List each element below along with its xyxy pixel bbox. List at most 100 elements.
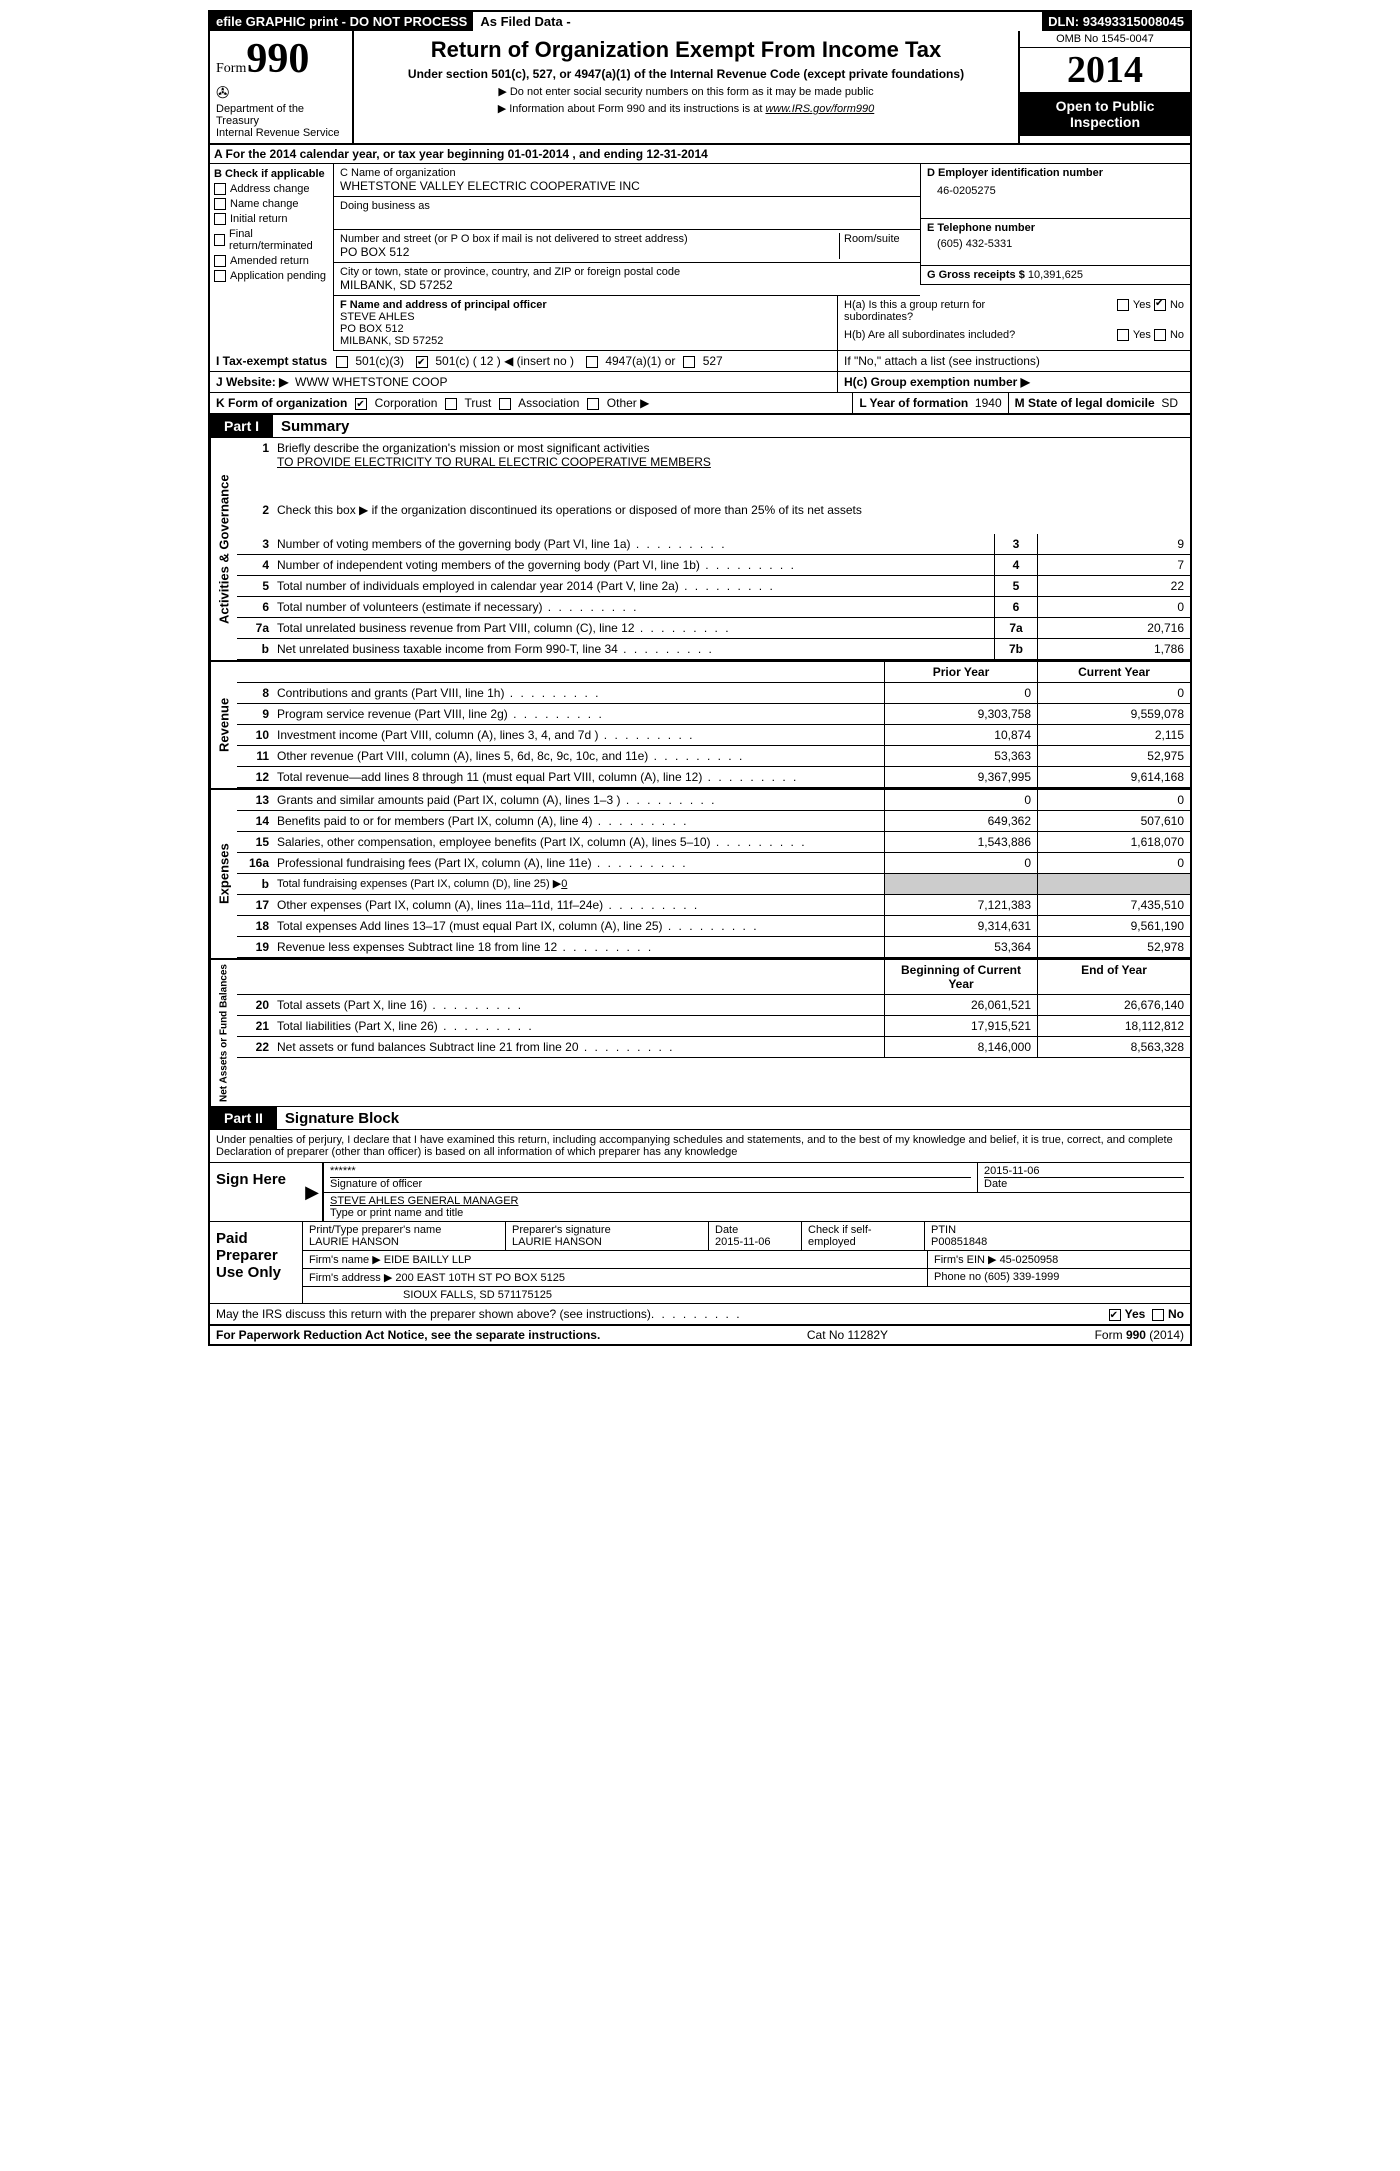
chk-other[interactable] [587,398,599,410]
summary-row: 9 Program service revenue (Part VIII, li… [237,704,1190,725]
begin-year-header: Beginning of Current Year [884,960,1037,994]
summary-row: 4 Number of independent voting members o… [237,555,1190,576]
summary-row: 6 Total number of volunteers (estimate i… [237,597,1190,618]
summary-row: 18 Total expenses Add lines 13–17 (must … [237,916,1190,937]
form-id-block: Form990 ✇ Department of the Treasury Int… [210,31,354,143]
firm-city: SIOUX FALLS, SD 571175125 [303,1287,1190,1303]
ha-no[interactable] [1154,299,1166,311]
tax-year: 2014 [1020,48,1190,92]
chk-4947[interactable] [586,356,598,368]
ein-value: 46-0205275 [937,185,1184,197]
ein-cell: D Employer identification number 46-0205… [920,164,1190,219]
chk-501c[interactable] [416,356,428,368]
paid-preparer-label: Paid Preparer Use Only [210,1222,302,1303]
dln-value: 93493315008045 [1083,14,1184,29]
line-16b: Total fundraising expenses (Part IX, col… [273,874,884,894]
preparer-name: LAURIE HANSON [309,1236,499,1248]
sign-here-label: Sign Here [210,1163,302,1221]
chk-name-change[interactable]: Name change [214,198,329,210]
line-a: A For the 2014 calendar year, or tax yea… [210,145,1190,164]
header-grid: B Check if applicable Address change Nam… [210,164,1190,351]
line-j: J Website: ▶ WWW WHETSTONE COOP H(c) Gro… [210,372,1190,393]
chk-address-change[interactable]: Address change [214,183,329,195]
line-i: I Tax-exempt status 501(c)(3) 501(c) ( 1… [210,351,1190,372]
part-1-label: Summary [281,418,349,435]
discuss-no[interactable] [1152,1309,1164,1321]
officer-street: PO BOX 512 [340,323,831,335]
omb-number: OMB No 1545-0047 [1020,31,1190,48]
chk-initial-return[interactable]: Initial return [214,213,329,225]
summary-row: 11 Other revenue (Part VIII, column (A),… [237,746,1190,767]
net-assets-section: Net Assets or Fund Balances Beginning of… [210,958,1190,1106]
info-note: ▶ Information about Form 990 and its ins… [364,102,1008,115]
column-b: B Check if applicable Address change Nam… [210,164,334,351]
hb-no[interactable] [1154,329,1166,341]
governance-vlabel: Activities & Governance [210,438,237,660]
chk-corp[interactable] [355,398,367,410]
top-bar: efile GRAPHIC print - DO NOT PROCESS As … [210,12,1190,31]
form-990-page: efile GRAPHIC print - DO NOT PROCESS As … [208,10,1192,1346]
chk-assoc[interactable] [499,398,511,410]
expenses-section: Expenses 13 Grants and similar amounts p… [210,788,1190,958]
summary-row: 14 Benefits paid to or for members (Part… [237,811,1190,832]
summary-row: 5 Total number of individuals employed i… [237,576,1190,597]
ptin: P00851848 [931,1236,1184,1248]
summary-row: 10 Investment income (Part VIII, column … [237,725,1190,746]
open-inspection: Open to Public Inspection [1020,92,1190,136]
chk-final-return[interactable]: Final return/terminated [214,228,329,252]
year-end: 12-31-2014 [646,147,707,161]
b-label: B Check if applicable [214,168,329,180]
dba-row: Doing business as [334,197,920,230]
org-name-row: C Name of organization WHETSTONE VALLEY … [334,164,920,197]
year-block: OMB No 1545-0047 2014 Open to Public Ins… [1018,31,1190,143]
dept-treasury: Department of the Treasury [216,103,346,127]
dln: DLN: 93493315008045 [1042,12,1190,31]
chk-527[interactable] [683,356,695,368]
part-2-tab: Part II [210,1107,277,1129]
part-1-header: Part I Summary [210,414,1190,438]
city-row: City or town, state or province, country… [334,263,920,296]
sign-here-block: Sign Here ▶ ****** Signature of officer … [210,1162,1190,1221]
paperwork-notice: For Paperwork Reduction Act Notice, see … [216,1328,600,1342]
preparer-date: 2015-11-06 [715,1236,795,1248]
arrow-icon: ▶ [302,1163,323,1221]
governance-section: Activities & Governance 1 Briefly descri… [210,438,1190,660]
firm-ein: 45-0250958 [1000,1254,1059,1266]
summary-row: 20 Total assets (Part X, line 16) 26,061… [237,995,1190,1016]
website: WWW WHETSTONE COOP [295,375,447,389]
irs-link[interactable]: www.IRS.gov/form990 [765,103,874,115]
state-domicile: SD [1161,396,1178,410]
as-filed-data: As Filed Data - [474,12,1042,31]
phone-value: (605) 432-5331 [937,238,1184,250]
hb-yes[interactable] [1117,329,1129,341]
chk-amended-return[interactable]: Amended return [214,255,329,267]
expenses-vlabel: Expenses [210,790,237,958]
net-vlabel: Net Assets or Fund Balances [210,960,237,1106]
firm-name: EIDE BAILLY LLP [384,1254,472,1266]
prior-year-header: Prior Year [884,662,1037,682]
firm-phone: (605) 339-1999 [984,1271,1059,1283]
part-1-tab: Part I [210,415,273,437]
gross-receipts-cell: G Gross receipts $ 10,391,625 [920,266,1190,285]
officer-cell: F Name and address of principal officer … [334,296,837,350]
chk-self-employed[interactable]: Check if self-employed [808,1224,872,1248]
officer-name: STEVE AHLES [340,311,831,323]
street-row: Number and street (or P O box if mail is… [334,230,920,263]
chk-trust[interactable] [445,398,457,410]
year-formation: 1940 [975,396,1002,410]
form-subtitle: Under section 501(c), 527, or 4947(a)(1)… [364,67,1008,81]
line-2: Check this box ▶ if the organization dis… [273,500,1190,534]
summary-row: b Net unrelated business taxable income … [237,639,1190,660]
hb-label: H(b) Are all subordinates included? [844,329,1044,341]
discuss-yes[interactable] [1109,1309,1121,1321]
chk-application-pending[interactable]: Application pending [214,270,329,282]
chk-501c3[interactable] [336,356,348,368]
ssn-note: ▶ Do not enter social security numbers o… [364,85,1008,98]
form-number: 990 [246,36,309,82]
cat-no: Cat No 11282Y [807,1328,888,1342]
ha-yes[interactable] [1117,299,1129,311]
footer: For Paperwork Reduction Act Notice, see … [210,1325,1190,1344]
summary-row: 17 Other expenses (Part IX, column (A), … [237,895,1190,916]
efile-notice: efile GRAPHIC print - DO NOT PROCESS [210,12,474,31]
summary-row: 7a Total unrelated business revenue from… [237,618,1190,639]
